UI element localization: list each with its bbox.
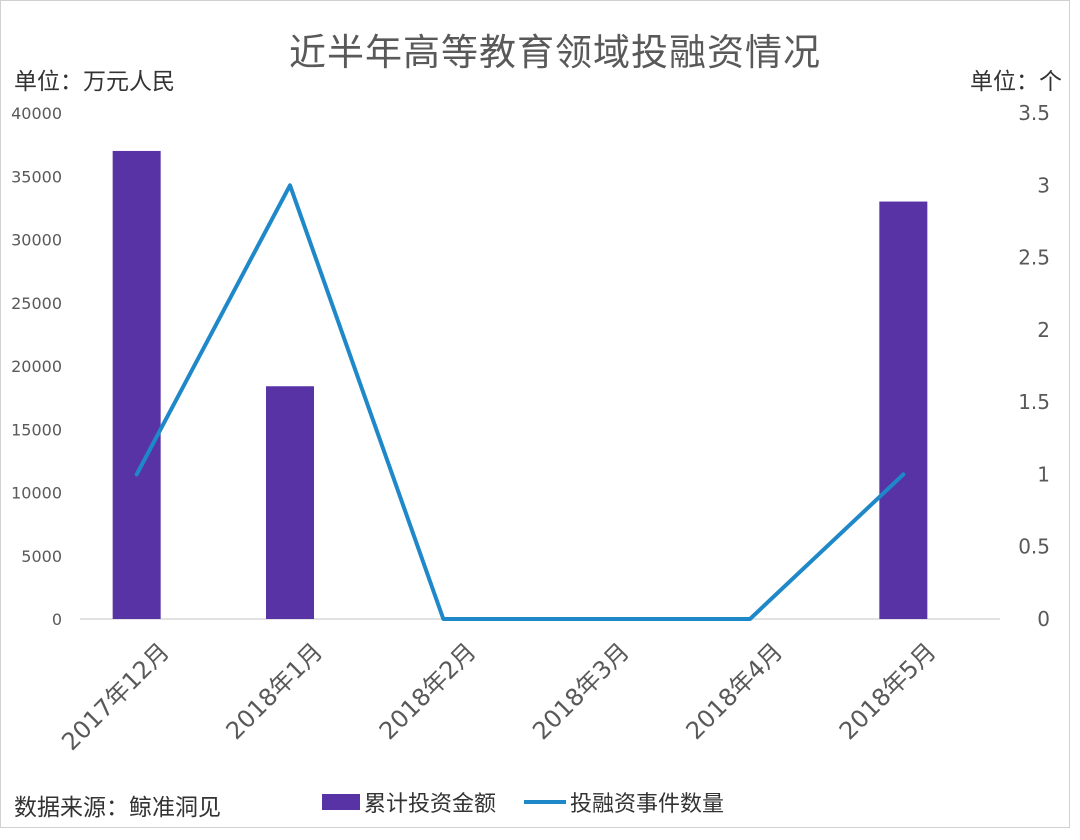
legend-line-swatch: [524, 800, 567, 804]
left-axis-tick-label: 35000: [11, 167, 62, 186]
right-axis-tick-label: 2: [1037, 318, 1050, 342]
right-axis-tick-label: 3.5: [1018, 101, 1050, 125]
bar-累计投资金额: [112, 150, 161, 619]
x-axis-category-label: 2018年1月: [221, 637, 329, 745]
x-axis-category-label: 2017年12月: [56, 637, 175, 756]
left-axis-tick-label: 10000: [11, 484, 62, 503]
line-series-path: [134, 183, 906, 621]
chart-legend: 累计投资金额 投融资事件数量: [322, 786, 752, 818]
left-axis-tick-label: 30000: [11, 231, 62, 250]
left-axis-unit-label: 单位：万元人民: [14, 69, 175, 95]
legend-item-line-series: 投融资事件数量: [524, 786, 724, 818]
right-axis-tick-label: 2.5: [1018, 246, 1050, 270]
legend-bar-series-label: 累计投资金额: [364, 792, 497, 817]
right-axis-tick-label: 1: [1037, 462, 1050, 486]
legend-item-bar-series: 累计投资金额: [322, 786, 496, 818]
data-source-note: 数据来源：鲸准洞见: [14, 795, 221, 821]
bar-累计投资金额: [266, 386, 314, 619]
right-axis-tick-label: 3: [1037, 173, 1050, 197]
left-axis-tick-label: 25000: [11, 294, 62, 313]
left-axis-tick-label: 0: [52, 610, 62, 629]
legend-line-series-label: 投融资事件数量: [570, 792, 725, 817]
chart-title: 近半年高等教育领域投融资情况: [289, 31, 821, 74]
x-axis-category-label: 2018年2月: [374, 637, 482, 745]
left-axis-tick-label: 5000: [21, 547, 62, 566]
bar-累计投资金额: [879, 201, 928, 620]
left-axis-tick-label: 15000: [11, 420, 62, 439]
left-axis-tick-label: 40000: [11, 104, 62, 123]
left-axis-tick-label: 20000: [11, 357, 62, 376]
right-axis-tick-label: 1.5: [1018, 390, 1050, 414]
right-axis-unit-label: 单位：个: [970, 69, 1062, 95]
x-axis-category-label: 2018年3月: [527, 637, 635, 745]
legend-bar-swatch: [322, 794, 360, 810]
x-axis-category-label: 2018年4月: [681, 637, 789, 745]
right-axis-tick-label: 0: [1037, 607, 1050, 631]
x-axis-category-label: 2018年5月: [834, 637, 942, 745]
right-axis-tick-label: 0.5: [1018, 535, 1050, 559]
